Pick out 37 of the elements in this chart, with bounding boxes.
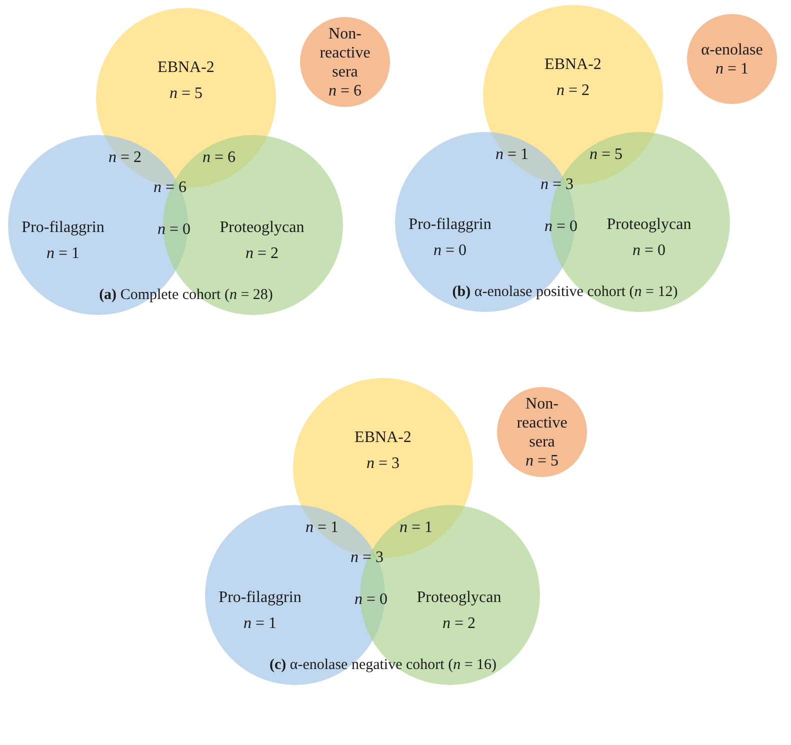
- text: (c) α-enolase negative cohort (n = 16): [269, 657, 497, 673]
- data-label: n = 2: [442, 615, 476, 632]
- data-label: n = 2: [245, 245, 279, 262]
- text: (b) α-enolase positive cohort (n = 12): [452, 284, 678, 300]
- category-label: Proteoglycan: [606, 216, 692, 233]
- category-label: Pro-filaggrin: [218, 589, 302, 606]
- category-label: EBNA-2: [158, 59, 214, 76]
- text: n = 1: [399, 519, 433, 536]
- data-label: n = 1: [243, 615, 277, 632]
- text: n = 0: [544, 218, 578, 235]
- text: (a) Complete cohort (n = 28): [99, 287, 273, 303]
- category-label: EBNA-2: [544, 56, 602, 73]
- data-label: n = 1: [46, 245, 80, 262]
- data-label: n = 3: [366, 455, 400, 472]
- category-label: Proteoglycan: [416, 589, 502, 606]
- text: n = 2: [108, 149, 142, 166]
- text: n = 1: [495, 146, 529, 163]
- data-label: n = 2: [556, 82, 590, 99]
- data-label: n = 5: [169, 85, 203, 102]
- text: n = 5: [589, 146, 623, 163]
- data-label: n = 0: [632, 242, 666, 259]
- data-label: n = 1: [715, 60, 749, 78]
- data-label: n = 0: [433, 242, 467, 259]
- text: n = 0: [354, 591, 388, 608]
- text: n = 1: [305, 519, 339, 536]
- text: n = 3: [350, 549, 384, 566]
- text: n = 6: [153, 179, 187, 196]
- data-label: n = 5: [525, 452, 559, 470]
- category-label: Pro-filaggrin: [22, 219, 104, 236]
- text: n = 3: [540, 176, 574, 193]
- data-label: n = 6: [328, 82, 362, 100]
- category-label: α-enolase: [701, 42, 763, 58]
- category-label: EBNA-2: [354, 429, 412, 446]
- text: n = 6: [202, 149, 236, 166]
- category-label: Pro-filaggrin: [408, 216, 492, 233]
- text: n = 0: [157, 221, 191, 238]
- category-label: Proteoglycan: [220, 219, 304, 236]
